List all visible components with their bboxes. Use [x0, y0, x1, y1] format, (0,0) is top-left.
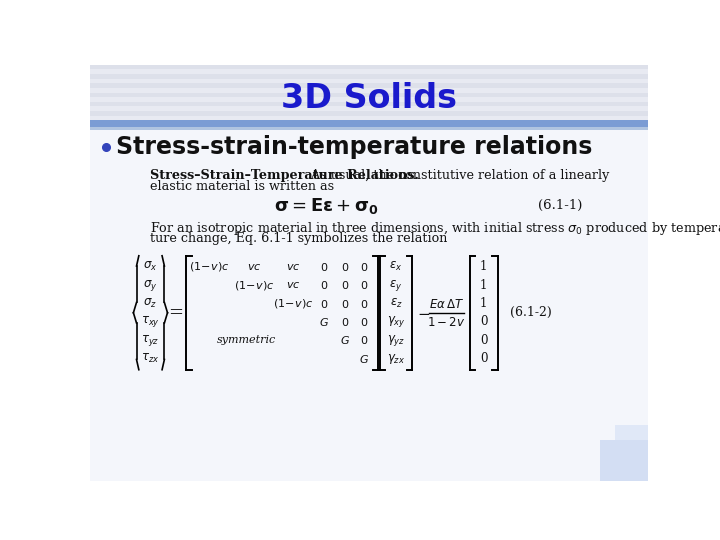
- Bar: [90, 65, 648, 70]
- Text: $1-2v$: $1-2v$: [427, 316, 466, 329]
- Text: 1: 1: [480, 279, 487, 292]
- Bar: [90, 88, 648, 92]
- Text: 1: 1: [480, 297, 487, 310]
- Text: As usual, the constitutive relation of a linearly: As usual, the constitutive relation of a…: [303, 168, 610, 182]
- Bar: [90, 125, 648, 130]
- Text: $\sigma_y$: $\sigma_y$: [143, 278, 158, 293]
- Text: 0: 0: [480, 353, 487, 366]
- Text: $0$: $0$: [341, 298, 349, 309]
- Bar: [600, 440, 648, 481]
- Text: $(1\!-\!v)c$: $(1\!-\!v)c$: [189, 260, 230, 273]
- Text: $\sigma_z$: $\sigma_z$: [143, 297, 158, 310]
- Text: $E\alpha\,\Delta T$: $E\alpha\,\Delta T$: [429, 298, 464, 311]
- Bar: [90, 120, 648, 125]
- Text: (6.1-2): (6.1-2): [510, 306, 552, 319]
- Text: $vc$: $vc$: [286, 261, 300, 272]
- Text: For an isotropic material in three dimensions, with initial stress $\sigma_0$ pr: For an isotropic material in three dimen…: [150, 220, 720, 238]
- Bar: [90, 92, 648, 97]
- Text: $\tau_{xy}$: $\tau_{xy}$: [141, 314, 160, 329]
- Text: $\tau_{zx}$: $\tau_{zx}$: [141, 353, 160, 366]
- Bar: [90, 74, 648, 79]
- Text: $0$: $0$: [360, 260, 369, 273]
- Text: $0$: $0$: [341, 260, 349, 273]
- Text: symmetric: symmetric: [217, 335, 276, 346]
- Text: ture change, Eq. 6.1-1 symbolizes the relation: ture change, Eq. 6.1-1 symbolizes the re…: [150, 232, 448, 245]
- Bar: [90, 83, 648, 88]
- Text: $\sigma_x$: $\sigma_x$: [143, 260, 158, 273]
- Text: (6.1-1): (6.1-1): [539, 199, 582, 212]
- Text: Stress–Strain–Temperature Relations.: Stress–Strain–Temperature Relations.: [150, 168, 419, 182]
- Bar: [90, 79, 648, 83]
- Bar: [90, 111, 648, 116]
- Text: 3D Solids: 3D Solids: [281, 82, 457, 115]
- Text: $(1\!-\!v)c$: $(1\!-\!v)c$: [234, 279, 274, 292]
- Text: 0: 0: [480, 315, 487, 328]
- Text: $0$: $0$: [320, 279, 328, 291]
- Text: elastic material is written as: elastic material is written as: [150, 180, 335, 193]
- Bar: [90, 70, 648, 74]
- Text: $\tau_{yz}$: $\tau_{yz}$: [141, 333, 160, 348]
- Text: Stress-strain-temperature relations: Stress-strain-temperature relations: [117, 135, 593, 159]
- Text: $0$: $0$: [360, 316, 369, 328]
- Text: $G$: $G$: [359, 353, 369, 365]
- Bar: [90, 120, 648, 127]
- Text: $\varepsilon_z$: $\varepsilon_z$: [390, 297, 402, 310]
- Text: $0$: $0$: [360, 279, 369, 291]
- Text: $\gamma_{zx}$: $\gamma_{zx}$: [387, 352, 405, 366]
- Text: $\varepsilon_y$: $\varepsilon_y$: [390, 278, 402, 293]
- Bar: [90, 127, 648, 130]
- Bar: [90, 97, 648, 102]
- Text: $\mathbf{\sigma} = \mathbf{E}\mathbf{\varepsilon} + \mathbf{\sigma}_{\mathbf{0}}: $\mathbf{\sigma} = \mathbf{E}\mathbf{\va…: [274, 195, 379, 215]
- Text: $0$: $0$: [320, 260, 328, 273]
- Text: $vc$: $vc$: [247, 261, 261, 272]
- Text: $G$: $G$: [340, 334, 350, 347]
- Text: $-$: $-$: [417, 306, 430, 320]
- Text: 0: 0: [480, 334, 487, 347]
- Bar: [616, 425, 648, 440]
- Bar: [90, 116, 648, 120]
- Text: $(1\!-\!v)c$: $(1\!-\!v)c$: [273, 297, 313, 310]
- Text: $0$: $0$: [341, 316, 349, 328]
- Text: $\varepsilon_x$: $\varepsilon_x$: [390, 260, 402, 273]
- Text: $0$: $0$: [360, 334, 369, 347]
- Text: 1: 1: [480, 260, 487, 273]
- Text: $0$: $0$: [360, 298, 369, 309]
- Text: $vc$: $vc$: [286, 280, 300, 290]
- Bar: [90, 106, 648, 111]
- Text: $0$: $0$: [320, 298, 328, 309]
- Text: $0$: $0$: [341, 279, 349, 291]
- Text: $G$: $G$: [319, 316, 329, 328]
- Text: $\gamma_{yz}$: $\gamma_{yz}$: [387, 333, 405, 348]
- Text: =: =: [168, 303, 183, 322]
- Bar: [90, 102, 648, 106]
- Text: $\gamma_{xy}$: $\gamma_{xy}$: [387, 314, 405, 329]
